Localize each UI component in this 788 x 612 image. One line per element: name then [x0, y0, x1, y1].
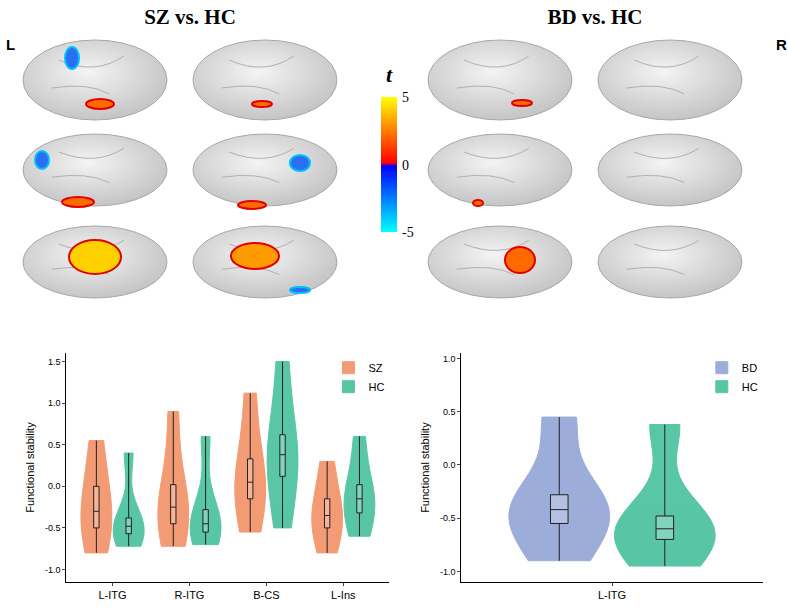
svg-text:5: 5	[402, 90, 409, 105]
svg-text:0.5: 0.5	[48, 440, 61, 450]
svg-text:-5: -5	[402, 225, 414, 240]
svg-text:HC: HC	[742, 381, 758, 393]
svg-text:L-Ins: L-Ins	[331, 589, 356, 601]
svg-text:BD: BD	[742, 362, 757, 374]
svg-text:-1.0: -1.0	[45, 565, 61, 575]
svg-text:1.0: 1.0	[48, 398, 61, 408]
svg-text:0.0: 0.0	[443, 460, 456, 470]
svg-text:Functional stability: Functional stability	[419, 422, 431, 513]
svg-text:0.0: 0.0	[48, 481, 61, 491]
svg-text:1.5: 1.5	[48, 357, 61, 367]
svg-text:L-ITG: L-ITG	[598, 589, 626, 601]
svg-text:0.5: 0.5	[443, 407, 456, 417]
svg-text:0: 0	[402, 158, 409, 173]
svg-text:L-ITG: L-ITG	[98, 589, 126, 601]
svg-text:t: t	[386, 62, 393, 87]
svg-text:-0.5: -0.5	[440, 513, 456, 523]
svg-text:R-ITG: R-ITG	[174, 589, 204, 601]
svg-text:Functional stability: Functional stability	[24, 422, 36, 513]
svg-text:-0.5: -0.5	[45, 523, 61, 533]
svg-text:BD vs. HC: BD vs. HC	[547, 5, 642, 29]
svg-text:SZ: SZ	[368, 362, 382, 374]
svg-text:R: R	[776, 36, 787, 53]
svg-text:1.0: 1.0	[443, 354, 456, 364]
svg-text:HC: HC	[368, 381, 384, 393]
svg-text:SZ vs. HC: SZ vs. HC	[144, 5, 236, 29]
svg-text:-1.0: -1.0	[440, 567, 456, 577]
svg-text:B-CS: B-CS	[253, 589, 279, 601]
svg-text:L: L	[6, 36, 15, 53]
